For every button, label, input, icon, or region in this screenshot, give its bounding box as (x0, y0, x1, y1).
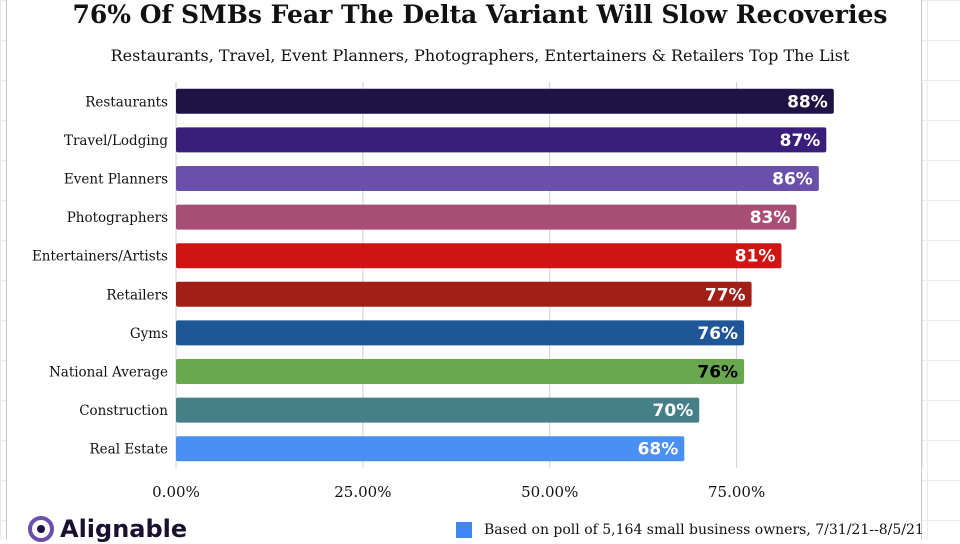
x-tick-label-2: 50.00% (521, 483, 578, 501)
category-label-3: Photographers (67, 210, 168, 226)
alignable-logo-icon (28, 516, 54, 542)
bar-6 (176, 320, 745, 346)
note-swatch-icon (456, 522, 472, 538)
category-label-0: Restaurants (85, 94, 168, 110)
bar-3 (176, 204, 797, 230)
x-tick-label-0: 0.00% (152, 483, 200, 501)
value-label-3: 83% (750, 208, 791, 228)
poll-note: Based on poll of 5,164 small business ow… (456, 522, 924, 538)
value-label-5: 77% (705, 285, 746, 305)
value-label-9: 68% (638, 440, 679, 460)
bar-1 (176, 127, 827, 153)
bar-5 (176, 281, 752, 307)
bar-2 (176, 166, 819, 191)
category-label-1: Travel/Lodging (64, 133, 168, 149)
bar-4 (176, 243, 782, 269)
value-label-4: 81% (735, 247, 776, 267)
x-tick-label-1: 25.00% (334, 483, 391, 501)
chart-subtitle: Restaurants, Travel, Event Planners, Pho… (110, 46, 850, 65)
value-label-2: 86% (772, 170, 813, 190)
category-label-4: Entertainers/Artists (32, 249, 168, 265)
chart-title: 76% Of SMBs Fear The Delta Variant Will … (72, 0, 888, 29)
bar-8 (176, 397, 700, 423)
value-label-1: 87% (780, 131, 821, 151)
logo-text: Alignable (60, 515, 188, 543)
poll-note-text: Based on poll of 5,164 small business ow… (484, 522, 924, 538)
category-label-9: Real Estate (90, 442, 168, 458)
bar-7 (176, 359, 745, 384)
bar-9 (176, 436, 685, 462)
value-label-0: 88% (787, 92, 828, 112)
category-label-5: Retailers (106, 287, 168, 303)
value-label-8: 70% (653, 401, 694, 421)
value-label-6: 76% (697, 324, 738, 344)
x-tick-label-3: 75.00% (708, 483, 765, 501)
category-label-6: Gyms (130, 326, 168, 342)
category-label-7: National Average (49, 365, 168, 381)
bar-0 (176, 88, 834, 114)
category-label-2: Event Planners (64, 172, 168, 188)
category-label-8: Construction (79, 403, 168, 419)
value-label-7: 76% (697, 363, 738, 383)
